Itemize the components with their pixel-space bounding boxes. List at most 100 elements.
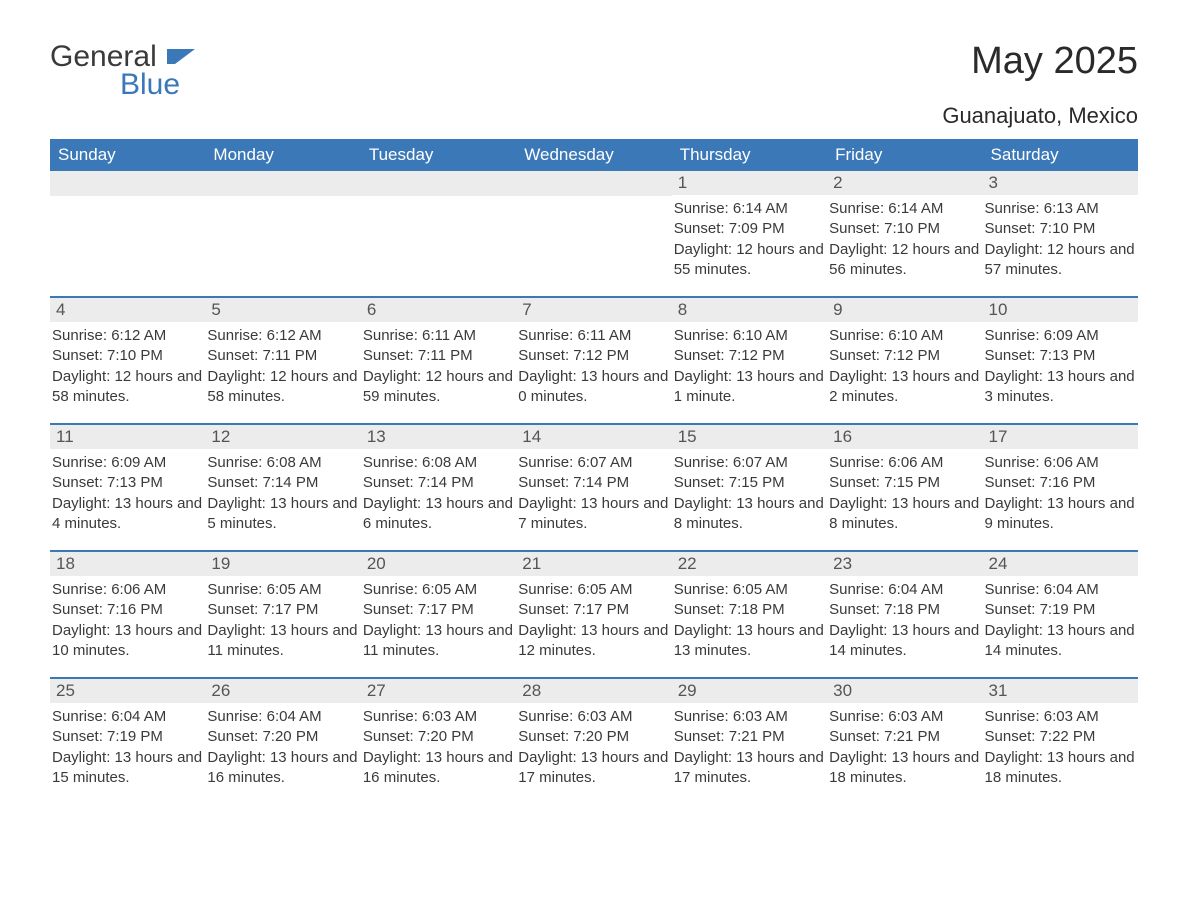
sunset-text: Sunset: 7:12 PM: [518, 346, 669, 366]
daylight-text: Daylight: 13 hours and 7 minutes.: [518, 494, 669, 535]
week-row: 4Sunrise: 6:12 AMSunset: 7:10 PMDaylight…: [50, 296, 1138, 411]
day-number: 22: [672, 552, 827, 576]
day-number: 15: [672, 425, 827, 449]
day-number: 10: [983, 298, 1138, 322]
day-content: Sunrise: 6:14 AMSunset: 7:10 PMDaylight:…: [827, 195, 982, 284]
sunset-text: Sunset: 7:19 PM: [985, 600, 1136, 620]
daylight-text: Daylight: 13 hours and 13 minutes.: [674, 621, 825, 662]
day-content: Sunrise: 6:03 AMSunset: 7:22 PMDaylight:…: [983, 703, 1138, 792]
day-number: [516, 171, 671, 196]
day-cell: [516, 171, 671, 284]
day-cell: 2Sunrise: 6:14 AMSunset: 7:10 PMDaylight…: [827, 171, 982, 284]
day-cell: 28Sunrise: 6:03 AMSunset: 7:20 PMDayligh…: [516, 679, 671, 792]
sunset-text: Sunset: 7:10 PM: [52, 346, 203, 366]
sunset-text: Sunset: 7:18 PM: [829, 600, 980, 620]
day-number: 24: [983, 552, 1138, 576]
day-number: 31: [983, 679, 1138, 703]
sunrise-text: Sunrise: 6:12 AM: [207, 326, 358, 346]
day-content: Sunrise: 6:12 AMSunset: 7:11 PMDaylight:…: [205, 322, 360, 411]
day-cell: 24Sunrise: 6:04 AMSunset: 7:19 PMDayligh…: [983, 552, 1138, 665]
weeks-container: 1Sunrise: 6:14 AMSunset: 7:09 PMDaylight…: [50, 171, 1138, 792]
day-cell: 6Sunrise: 6:11 AMSunset: 7:11 PMDaylight…: [361, 298, 516, 411]
daylight-text: Daylight: 12 hours and 58 minutes.: [207, 367, 358, 408]
day-content: Sunrise: 6:03 AMSunset: 7:20 PMDaylight:…: [361, 703, 516, 792]
sunrise-text: Sunrise: 6:04 AM: [985, 580, 1136, 600]
day-number: 27: [361, 679, 516, 703]
daylight-text: Daylight: 13 hours and 17 minutes.: [674, 748, 825, 789]
daylight-text: Daylight: 12 hours and 55 minutes.: [674, 240, 825, 281]
day-number: 14: [516, 425, 671, 449]
day-content: Sunrise: 6:13 AMSunset: 7:10 PMDaylight:…: [983, 195, 1138, 284]
day-cell: 5Sunrise: 6:12 AMSunset: 7:11 PMDaylight…: [205, 298, 360, 411]
sunrise-text: Sunrise: 6:06 AM: [985, 453, 1136, 473]
sunset-text: Sunset: 7:16 PM: [52, 600, 203, 620]
day-cell: 17Sunrise: 6:06 AMSunset: 7:16 PMDayligh…: [983, 425, 1138, 538]
day-cell: 8Sunrise: 6:10 AMSunset: 7:12 PMDaylight…: [672, 298, 827, 411]
sunset-text: Sunset: 7:21 PM: [674, 727, 825, 747]
day-content: Sunrise: 6:06 AMSunset: 7:16 PMDaylight:…: [50, 576, 205, 665]
sunrise-text: Sunrise: 6:03 AM: [363, 707, 514, 727]
day-cell: 19Sunrise: 6:05 AMSunset: 7:17 PMDayligh…: [205, 552, 360, 665]
daylight-text: Daylight: 13 hours and 12 minutes.: [518, 621, 669, 662]
daylight-text: Daylight: 13 hours and 4 minutes.: [52, 494, 203, 535]
day-content: Sunrise: 6:04 AMSunset: 7:20 PMDaylight:…: [205, 703, 360, 792]
sunrise-text: Sunrise: 6:14 AM: [674, 199, 825, 219]
week-row: 18Sunrise: 6:06 AMSunset: 7:16 PMDayligh…: [50, 550, 1138, 665]
sunset-text: Sunset: 7:13 PM: [52, 473, 203, 493]
day-content: Sunrise: 6:05 AMSunset: 7:17 PMDaylight:…: [361, 576, 516, 665]
day-cell: 13Sunrise: 6:08 AMSunset: 7:14 PMDayligh…: [361, 425, 516, 538]
day-number: 1: [672, 171, 827, 195]
sunrise-text: Sunrise: 6:06 AM: [829, 453, 980, 473]
month-title: May 2025: [942, 40, 1138, 83]
day-number: [205, 171, 360, 196]
daylight-text: Daylight: 12 hours and 58 minutes.: [52, 367, 203, 408]
day-content: Sunrise: 6:10 AMSunset: 7:12 PMDaylight:…: [672, 322, 827, 411]
daylight-text: Daylight: 13 hours and 11 minutes.: [363, 621, 514, 662]
day-number: 12: [205, 425, 360, 449]
day-cell: 7Sunrise: 6:11 AMSunset: 7:12 PMDaylight…: [516, 298, 671, 411]
day-cell: 18Sunrise: 6:06 AMSunset: 7:16 PMDayligh…: [50, 552, 205, 665]
sunrise-text: Sunrise: 6:04 AM: [52, 707, 203, 727]
daylight-text: Daylight: 13 hours and 1 minute.: [674, 367, 825, 408]
day-number: 13: [361, 425, 516, 449]
sunset-text: Sunset: 7:09 PM: [674, 219, 825, 239]
day-number: 23: [827, 552, 982, 576]
day-number: 7: [516, 298, 671, 322]
daylight-text: Daylight: 13 hours and 0 minutes.: [518, 367, 669, 408]
day-number: 30: [827, 679, 982, 703]
sunset-text: Sunset: 7:14 PM: [363, 473, 514, 493]
day-cell: 29Sunrise: 6:03 AMSunset: 7:21 PMDayligh…: [672, 679, 827, 792]
daylight-text: Daylight: 13 hours and 18 minutes.: [829, 748, 980, 789]
sunset-text: Sunset: 7:12 PM: [674, 346, 825, 366]
day-content: Sunrise: 6:07 AMSunset: 7:15 PMDaylight:…: [672, 449, 827, 538]
daylight-text: Daylight: 13 hours and 17 minutes.: [518, 748, 669, 789]
daylight-text: Daylight: 13 hours and 10 minutes.: [52, 621, 203, 662]
sunset-text: Sunset: 7:17 PM: [363, 600, 514, 620]
daylight-text: Daylight: 12 hours and 57 minutes.: [985, 240, 1136, 281]
week-row: 25Sunrise: 6:04 AMSunset: 7:19 PMDayligh…: [50, 677, 1138, 792]
day-cell: 3Sunrise: 6:13 AMSunset: 7:10 PMDaylight…: [983, 171, 1138, 284]
day-cell: 25Sunrise: 6:04 AMSunset: 7:19 PMDayligh…: [50, 679, 205, 792]
day-cell: 10Sunrise: 6:09 AMSunset: 7:13 PMDayligh…: [983, 298, 1138, 411]
logo: General Blue: [50, 40, 199, 102]
sunset-text: Sunset: 7:17 PM: [207, 600, 358, 620]
day-content: Sunrise: 6:08 AMSunset: 7:14 PMDaylight:…: [205, 449, 360, 538]
day-content: Sunrise: 6:14 AMSunset: 7:09 PMDaylight:…: [672, 195, 827, 284]
location-text: Guanajuato, Mexico: [942, 103, 1138, 129]
day-cell: 21Sunrise: 6:05 AMSunset: 7:17 PMDayligh…: [516, 552, 671, 665]
day-cell: 31Sunrise: 6:03 AMSunset: 7:22 PMDayligh…: [983, 679, 1138, 792]
sunrise-text: Sunrise: 6:03 AM: [829, 707, 980, 727]
sunset-text: Sunset: 7:15 PM: [829, 473, 980, 493]
day-content: Sunrise: 6:11 AMSunset: 7:11 PMDaylight:…: [361, 322, 516, 411]
day-cell: [50, 171, 205, 284]
sunset-text: Sunset: 7:15 PM: [674, 473, 825, 493]
weekday-header: Friday: [827, 139, 982, 171]
title-block: May 2025 Guanajuato, Mexico: [942, 40, 1138, 129]
sunset-text: Sunset: 7:20 PM: [207, 727, 358, 747]
day-number: [361, 171, 516, 196]
daylight-text: Daylight: 13 hours and 9 minutes.: [985, 494, 1136, 535]
calendar: SundayMondayTuesdayWednesdayThursdayFrid…: [50, 139, 1138, 792]
week-row: 11Sunrise: 6:09 AMSunset: 7:13 PMDayligh…: [50, 423, 1138, 538]
sunset-text: Sunset: 7:13 PM: [985, 346, 1136, 366]
daylight-text: Daylight: 13 hours and 8 minutes.: [674, 494, 825, 535]
